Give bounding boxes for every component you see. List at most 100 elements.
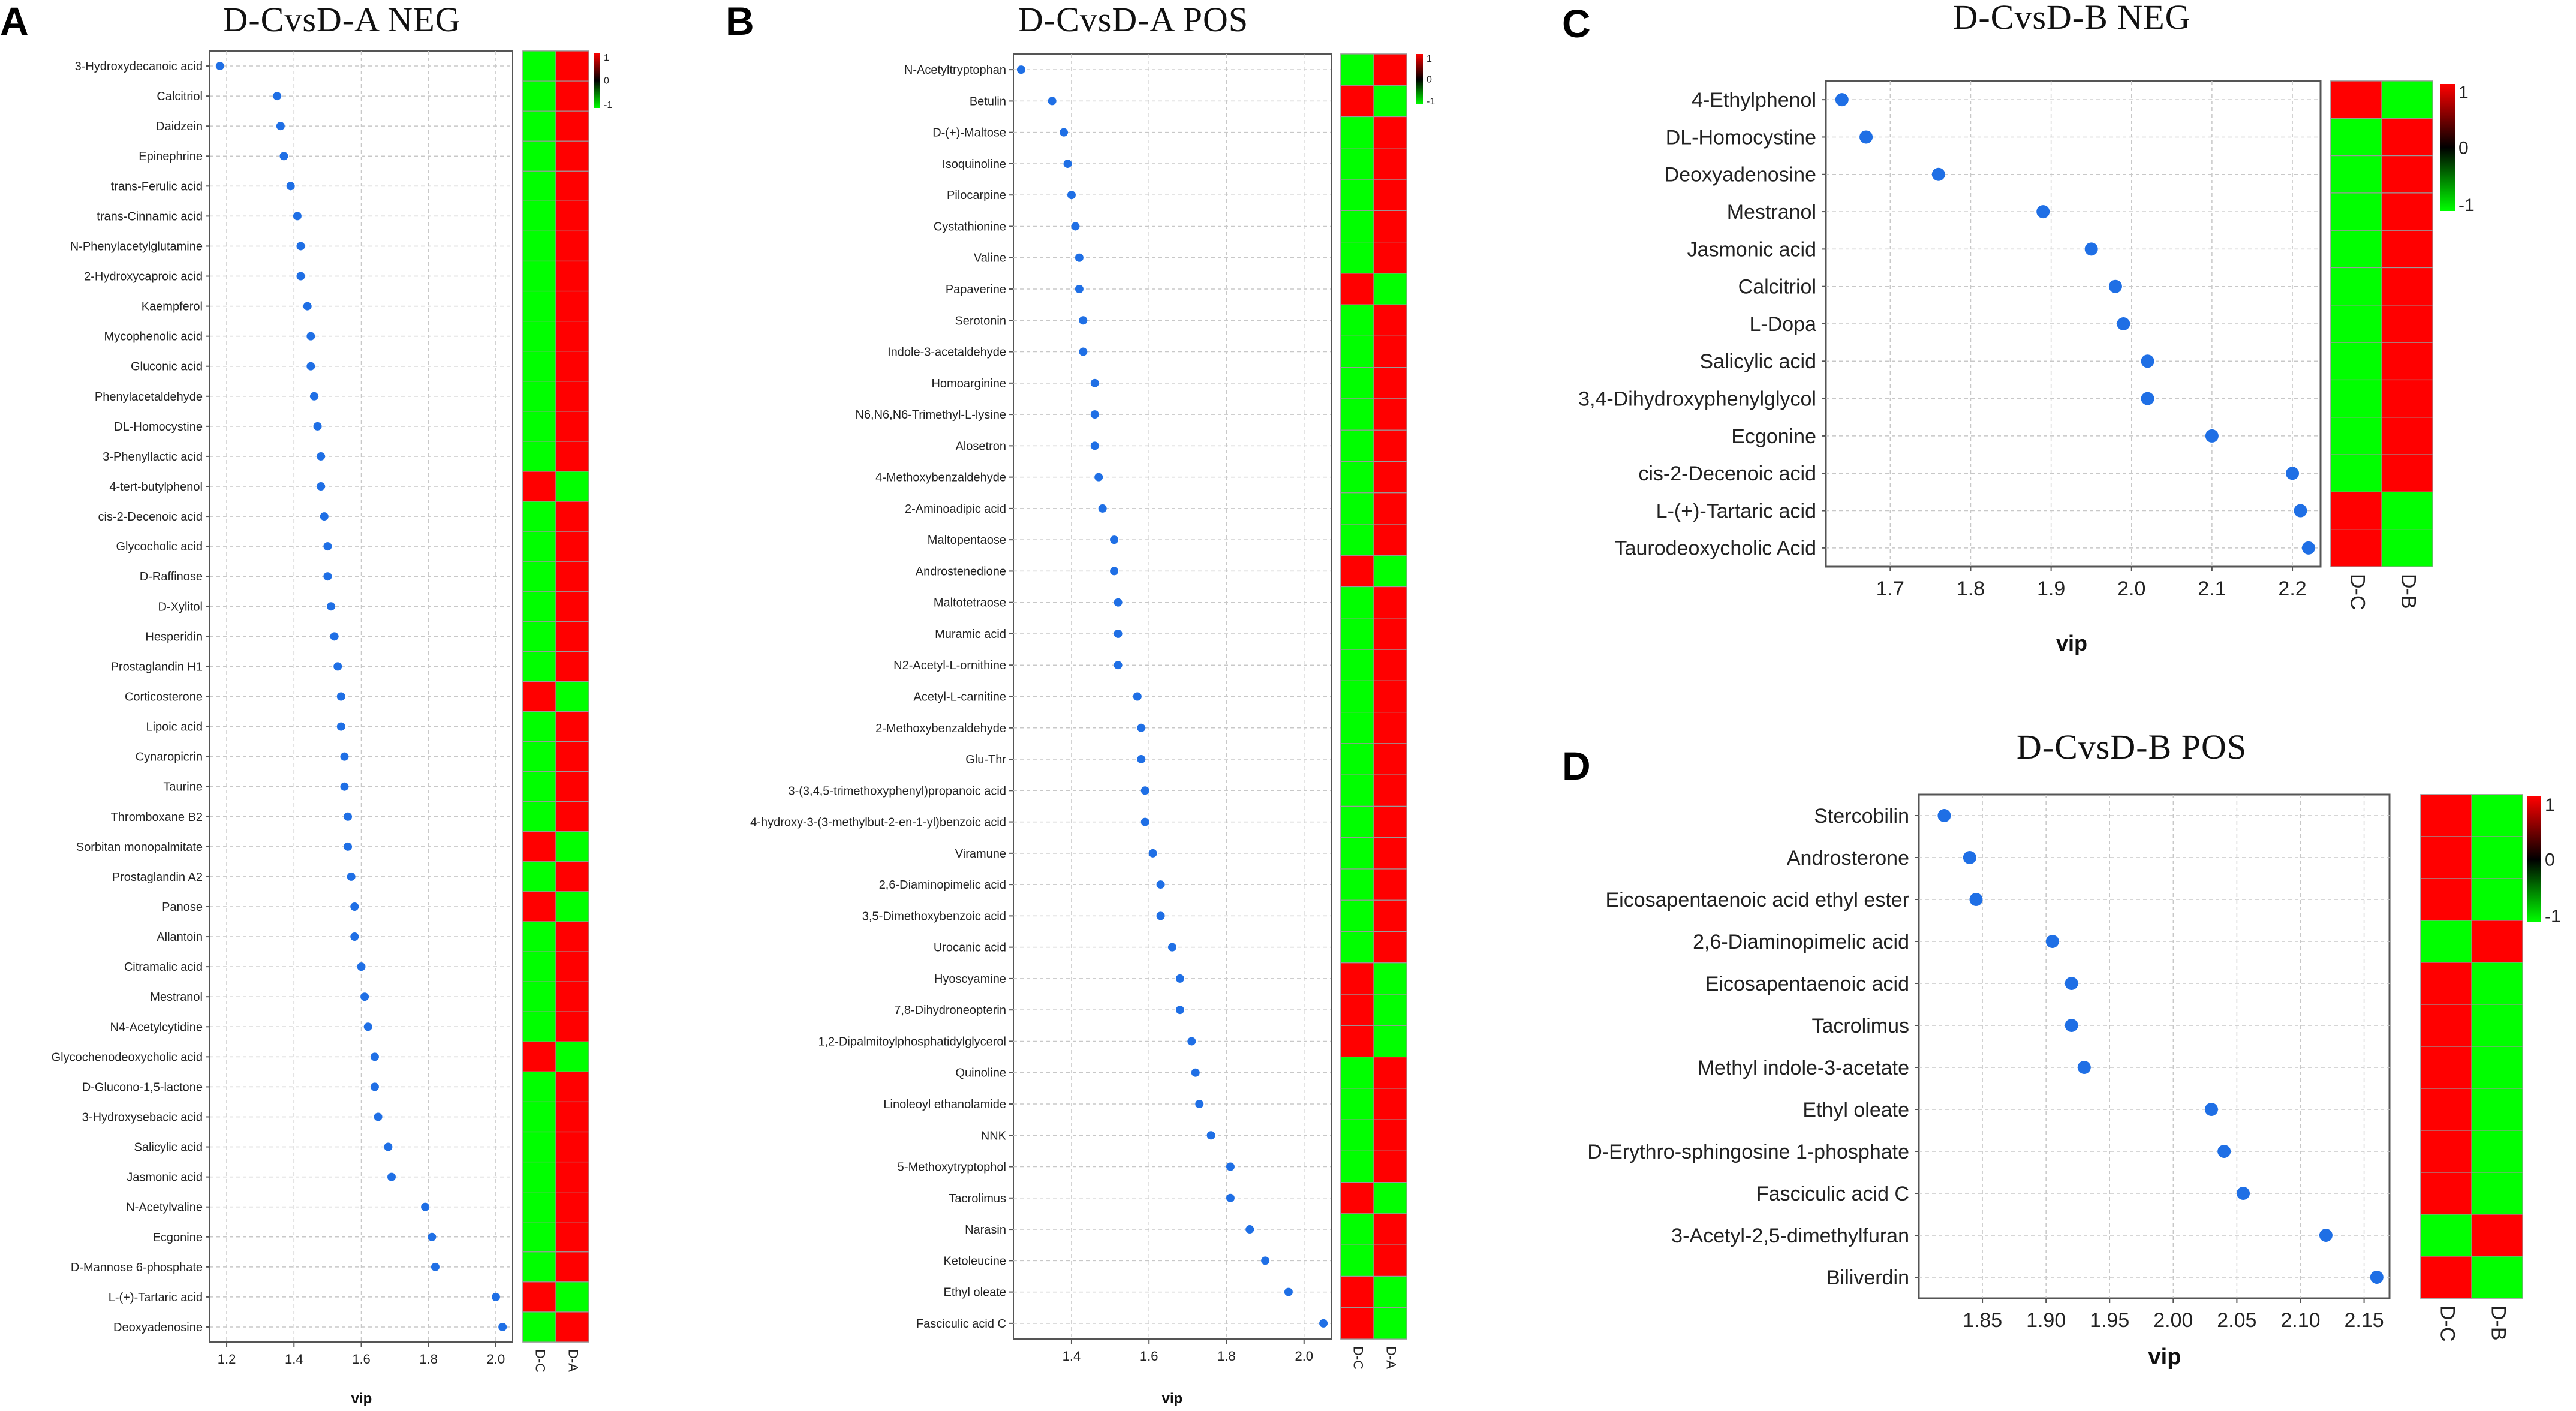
pc-heatmap-cell	[2330, 267, 2382, 306]
pa-heatmap-cell	[555, 741, 589, 772]
pa-heatmap-cell	[522, 591, 556, 622]
pb-heatmap-cell	[1373, 774, 1407, 807]
pd-heatmap-cell	[2420, 794, 2472, 837]
pa-heatmap-cell	[555, 1131, 589, 1163]
pd-color-scale-mid-label: 0	[2545, 850, 2555, 870]
pc-heatmap-cell	[2381, 454, 2433, 492]
pb-vip-point	[1187, 1037, 1196, 1046]
pb-category-label: Betulin	[970, 95, 1006, 108]
pa-heatmap-cell	[555, 230, 589, 262]
pa-vip-point	[330, 632, 339, 641]
pd-heatmap-cell	[2471, 878, 2523, 921]
pa-vip-point	[306, 362, 315, 371]
pa-vip-point	[296, 242, 305, 251]
pb-color-scale-min-label: -1	[1427, 97, 1435, 107]
pa-heatmap-cell	[555, 1101, 589, 1133]
pb-heatmap-cell	[1340, 461, 1374, 494]
pc-heatmap-cell	[2381, 491, 2433, 530]
pa-category-label: L-(+)-Tartaric acid	[109, 1291, 203, 1304]
pa-heatmap-cell	[555, 681, 589, 712]
pa-category-label: DL-Homocystine	[114, 420, 203, 434]
pb-category-label: 5-Methoxytryptophol	[898, 1161, 1006, 1174]
pd-heatmap-cell	[2420, 1046, 2472, 1089]
pa-heatmap-cell	[522, 651, 556, 682]
pb-vip-point	[1098, 504, 1107, 513]
pb-heatmap-cell	[1340, 179, 1374, 211]
pb-heatmap-cell	[1373, 1275, 1407, 1308]
pb-heatmap-cell	[1373, 1244, 1407, 1277]
pa-heatmap-cell	[522, 50, 556, 82]
pa-heatmap-cell	[555, 80, 589, 112]
pa-heatmap-cell	[555, 1071, 589, 1103]
pa-heatmap-cell	[522, 290, 556, 322]
pa-heatmap-cell	[555, 441, 589, 472]
pb-vip-point	[1140, 817, 1149, 826]
pb-heatmap-cell	[1373, 1307, 1407, 1340]
pb-heatmap-cell	[1373, 680, 1407, 713]
pa-heatmap-cell	[555, 1311, 589, 1343]
pa-heatmap-cell	[522, 1071, 556, 1103]
pb-heatmap-cell	[1340, 743, 1374, 775]
pc-vip-point	[2141, 354, 2154, 368]
pa-color-scale-min-label: -1	[604, 100, 612, 110]
pb-category-label: Narasin	[965, 1223, 1006, 1236]
pd-x-tick-label: 1.85	[1963, 1309, 2002, 1332]
pa-heatmap-cell	[522, 260, 556, 292]
pa-heatmap-cell	[522, 1101, 556, 1133]
pb-category-label: 2-Aminoadipic acid	[905, 503, 1006, 516]
pd-vip-point	[1963, 851, 1976, 864]
pb-heatmap-cell	[1373, 524, 1407, 556]
pa-heatmap-cell	[522, 561, 556, 592]
pd-category-label: Fasciculic acid C	[1756, 1183, 1909, 1205]
pa-category-label: Cynaropicrin	[136, 751, 203, 764]
pb-vip-point	[1094, 473, 1103, 482]
pc-heatmap-cell	[2330, 80, 2382, 119]
pc-heatmap-cell	[2330, 342, 2382, 381]
pa-vip-point	[374, 1112, 383, 1121]
pb-category-label: Pilocarpine	[947, 189, 1006, 202]
pb-vip-point	[1075, 253, 1084, 262]
pc-x-tick-label: 1.8	[1957, 577, 1985, 600]
pb-heatmap-cell	[1340, 524, 1374, 556]
pb-heatmap-cell	[1373, 837, 1407, 870]
pb-vip-point	[1110, 567, 1119, 576]
pa-vip-point	[428, 1232, 437, 1241]
pb-vip-point	[1245, 1225, 1254, 1234]
pb-heatmap-cell	[1373, 53, 1407, 86]
pb-heatmap-cell	[1340, 148, 1374, 180]
pb-vip-point	[1140, 786, 1149, 795]
pb-heatmap-cell	[1373, 1182, 1407, 1214]
pc-vip-point	[1931, 167, 1945, 181]
pa-category-label: D-Glucono-1,5-lactone	[82, 1081, 203, 1094]
pa-category-label: Sorbitan monopalmitate	[76, 841, 203, 854]
pa-x-axis-title: vip	[351, 1391, 372, 1407]
pb-heatmap-cell	[1373, 242, 1407, 274]
pb-category-label: Homoarginine	[931, 377, 1006, 390]
pb-vip-point	[1226, 1193, 1235, 1202]
pb-category-label: Muramic acid	[935, 628, 1006, 641]
pd-plot-area	[1918, 793, 2391, 1299]
pa-heatmap-cell	[555, 471, 589, 502]
pb-category-label: Papaverine	[946, 283, 1006, 296]
pc-vip-point	[1859, 130, 1873, 144]
pa-heatmap-cell	[522, 1311, 556, 1343]
pc-heatmap-cell	[2330, 491, 2382, 530]
pa-heatmap-cell	[522, 891, 556, 922]
pb-heatmap-cell	[1340, 398, 1374, 431]
pb-heatmap-cell	[1373, 210, 1407, 243]
pd-color-scale-bar	[2527, 796, 2541, 922]
pc-category-label: Mestranol	[1727, 201, 1816, 224]
pa-heatmap-cell	[522, 771, 556, 802]
panel-d: D D-CvsD-B POS 1.85 1.90 1.95 2.00 2.05 2.10 2…	[1562, 727, 2561, 1370]
pb-heatmap-cell	[1340, 273, 1374, 305]
pa-color-scale-bar	[594, 53, 600, 108]
pa-vip-point	[317, 482, 326, 491]
pb-heatmap-cell	[1340, 116, 1374, 149]
pb-vip-point	[1195, 1099, 1204, 1108]
pa-category-label: Mestranol	[150, 991, 203, 1004]
pa-x-tick-label: 1.2	[218, 1352, 236, 1367]
pa-heatmap-cell	[555, 260, 589, 292]
pb-vip-point	[1063, 159, 1072, 168]
pb-heatmap-cell	[1340, 618, 1374, 650]
pd-vip-point	[2319, 1229, 2333, 1242]
